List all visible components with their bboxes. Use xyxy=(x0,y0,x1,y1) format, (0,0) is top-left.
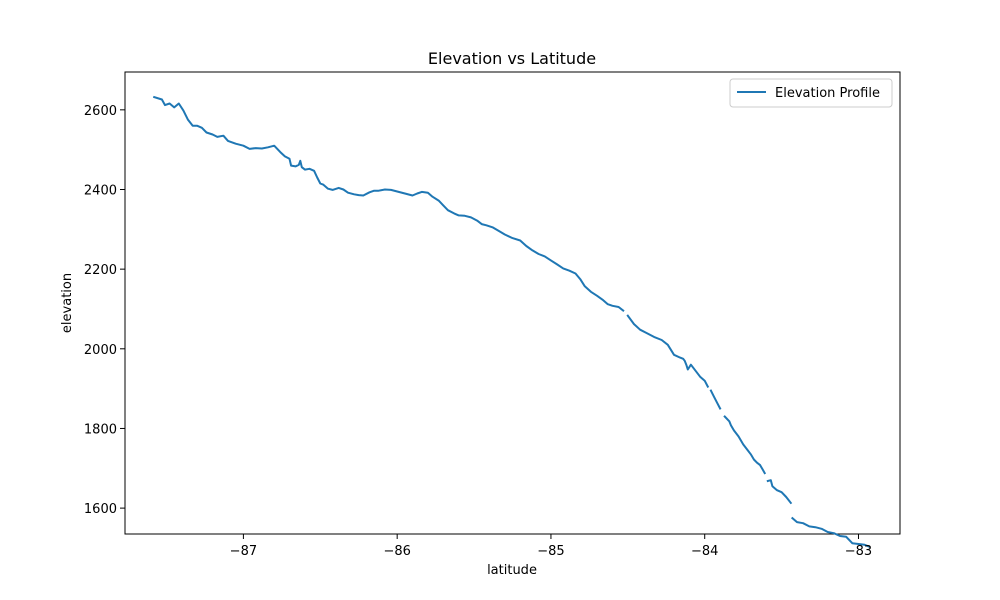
series-line-segment xyxy=(626,314,710,388)
legend-box xyxy=(729,78,893,108)
series-line-segment xyxy=(709,389,722,410)
y-tick-label: 2200 xyxy=(84,263,117,278)
plot-area xyxy=(124,71,901,535)
series-line-segment xyxy=(766,479,793,505)
x-axis-label: latitude xyxy=(487,563,537,578)
series-line-segment xyxy=(723,415,767,475)
series-line-segment xyxy=(790,516,871,549)
y-tick-label: 1800 xyxy=(84,422,117,437)
x-tick-label: −87 xyxy=(230,544,257,559)
legend: Elevation Profile xyxy=(729,78,893,108)
y-tick-label: 2000 xyxy=(84,343,117,358)
y-axis-label: elevation xyxy=(60,273,75,333)
y-tick-label: 2600 xyxy=(84,104,117,119)
x-axis-ticks: −87 −86 −85 −84 −83 xyxy=(230,534,872,559)
y-axis-ticks: 1600 1800 2000 2200 2400 2600 xyxy=(84,104,125,517)
x-tick-label: −84 xyxy=(691,544,718,559)
series-group xyxy=(152,95,871,549)
x-tick-label: −86 xyxy=(383,544,410,559)
chart-title: Elevation vs Latitude xyxy=(428,49,596,68)
y-tick-label: 1600 xyxy=(84,502,117,517)
legend-label: Elevation Profile xyxy=(775,86,880,101)
y-tick-label: 2400 xyxy=(84,183,117,198)
series-line-segment xyxy=(152,95,625,313)
x-tick-label: −85 xyxy=(537,544,564,559)
x-tick-label: −83 xyxy=(845,544,872,559)
